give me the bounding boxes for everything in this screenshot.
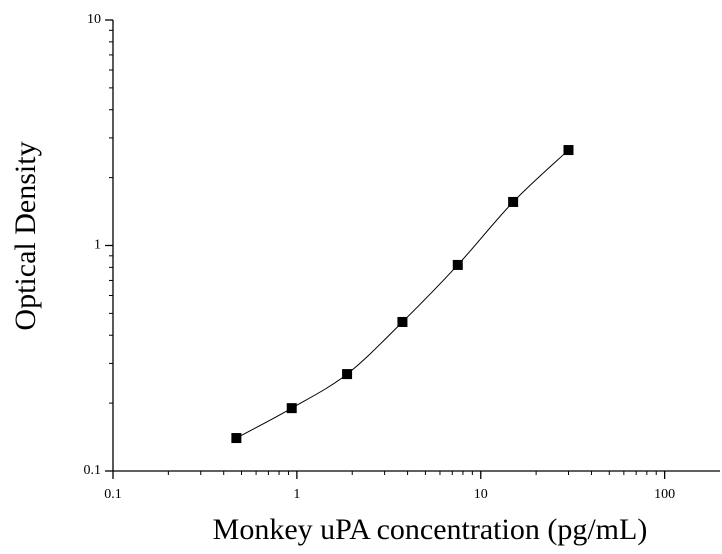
data-point — [286, 403, 297, 414]
x-tick-label: 10 — [474, 487, 488, 502]
x-tick-label: 1 — [293, 487, 300, 502]
y-tick-label: 1 — [94, 238, 101, 253]
data-point — [231, 433, 242, 444]
y-axis-title: Optical Density — [9, 141, 42, 330]
data-point — [342, 369, 353, 380]
x-tick-label: 100 — [654, 487, 675, 502]
x-axis-title: Monkey uPA concentration (pg/mL) — [213, 513, 648, 546]
y-tick-label: 0.1 — [84, 463, 102, 478]
data-point — [452, 259, 463, 270]
data-point — [397, 316, 408, 327]
data-point — [508, 196, 519, 207]
x-tick-label: 0.1 — [104, 487, 122, 502]
data-point — [563, 145, 574, 156]
y-tick-label: 10 — [87, 12, 101, 27]
fit-curve — [236, 149, 569, 439]
